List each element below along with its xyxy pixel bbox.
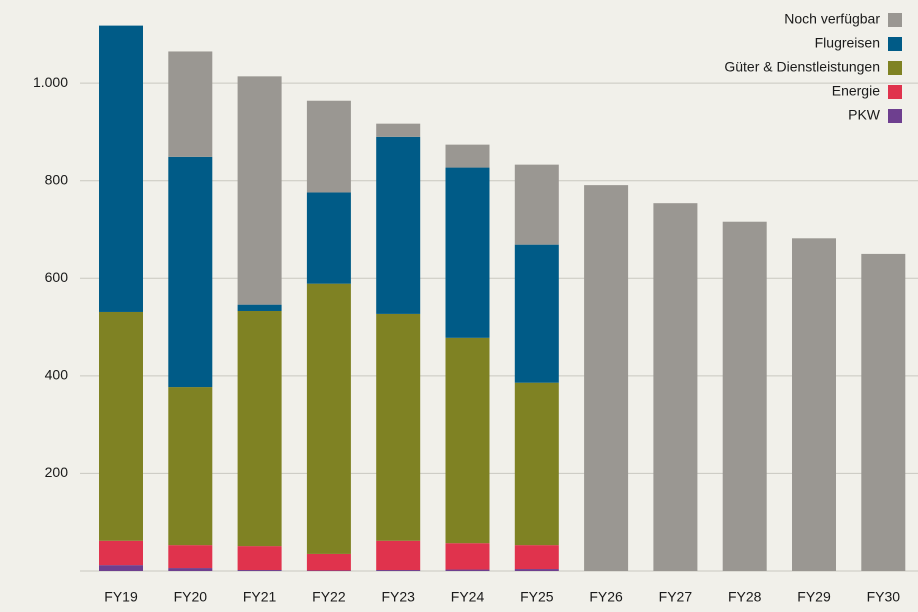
x-tick-label: FY24 xyxy=(451,589,485,605)
legend-swatch xyxy=(888,13,902,27)
bar-segment xyxy=(168,387,213,546)
bar-segment xyxy=(237,546,282,571)
bar-segment xyxy=(306,100,351,193)
x-tick-label: FY27 xyxy=(659,589,693,605)
x-tick-label: FY28 xyxy=(728,589,762,605)
bar-segment xyxy=(514,382,559,546)
legend-label: PKW xyxy=(848,107,881,123)
bar-segment xyxy=(445,543,490,570)
bar-segment xyxy=(306,553,351,571)
bar-segment xyxy=(514,244,559,383)
bar-segment xyxy=(168,568,213,571)
y-tick-label: 1.000 xyxy=(33,74,68,90)
bar-segment xyxy=(792,238,836,571)
bar-segment xyxy=(237,310,282,547)
bar-segment xyxy=(514,545,559,570)
legend-label: Energie xyxy=(832,83,880,99)
bar-segment xyxy=(376,570,421,571)
bar-segment xyxy=(237,304,282,311)
legend-swatch xyxy=(888,37,902,51)
legend-swatch xyxy=(888,109,902,123)
x-tick-label: FY22 xyxy=(312,589,346,605)
x-tick-label: FY25 xyxy=(520,589,554,605)
bar-segment xyxy=(376,136,421,314)
y-tick-label: 400 xyxy=(45,367,69,383)
bar-segment xyxy=(306,192,351,284)
bar-segment xyxy=(376,123,421,137)
y-tick-label: 800 xyxy=(45,171,69,187)
legend-swatch xyxy=(888,85,902,99)
bar-segment xyxy=(445,144,490,168)
x-tick-label: FY21 xyxy=(243,589,277,605)
x-tick-label: FY29 xyxy=(797,589,831,605)
bar-segment xyxy=(653,203,698,571)
bar-segment xyxy=(376,313,421,541)
bar-segment xyxy=(861,253,906,572)
y-tick-label: 600 xyxy=(45,269,69,285)
x-tick-label: FY23 xyxy=(381,589,415,605)
bar-segment xyxy=(514,164,559,245)
bar-segment xyxy=(584,185,629,571)
bar-segment xyxy=(168,545,213,569)
y-tick-label: 200 xyxy=(45,464,69,480)
legend-label: Güter & Dienstleistungen xyxy=(724,59,880,75)
bar-segment xyxy=(237,76,282,305)
bar-segment xyxy=(376,540,421,571)
x-tick-label: FY19 xyxy=(104,589,138,605)
x-tick-label: FY30 xyxy=(867,589,901,605)
bar-segment xyxy=(237,570,282,571)
bar-segment xyxy=(306,283,351,554)
x-tick-label: FY26 xyxy=(589,589,623,605)
bar-segment xyxy=(445,569,490,571)
legend-label: Noch verfügbar xyxy=(784,11,880,27)
bar-segment xyxy=(99,565,143,571)
bar-segment xyxy=(99,311,143,541)
bar-segment xyxy=(99,25,143,312)
bar-segment xyxy=(514,569,559,571)
bar-segment xyxy=(722,221,767,571)
bar-segment xyxy=(168,51,213,157)
x-tick-label: FY20 xyxy=(174,589,208,605)
bar-segment xyxy=(445,167,490,338)
bar-segment xyxy=(168,156,213,388)
legend-label: Flugreisen xyxy=(815,35,880,51)
legend-swatch xyxy=(888,61,902,75)
bar-segment xyxy=(99,540,143,566)
bar-segment xyxy=(445,337,490,544)
